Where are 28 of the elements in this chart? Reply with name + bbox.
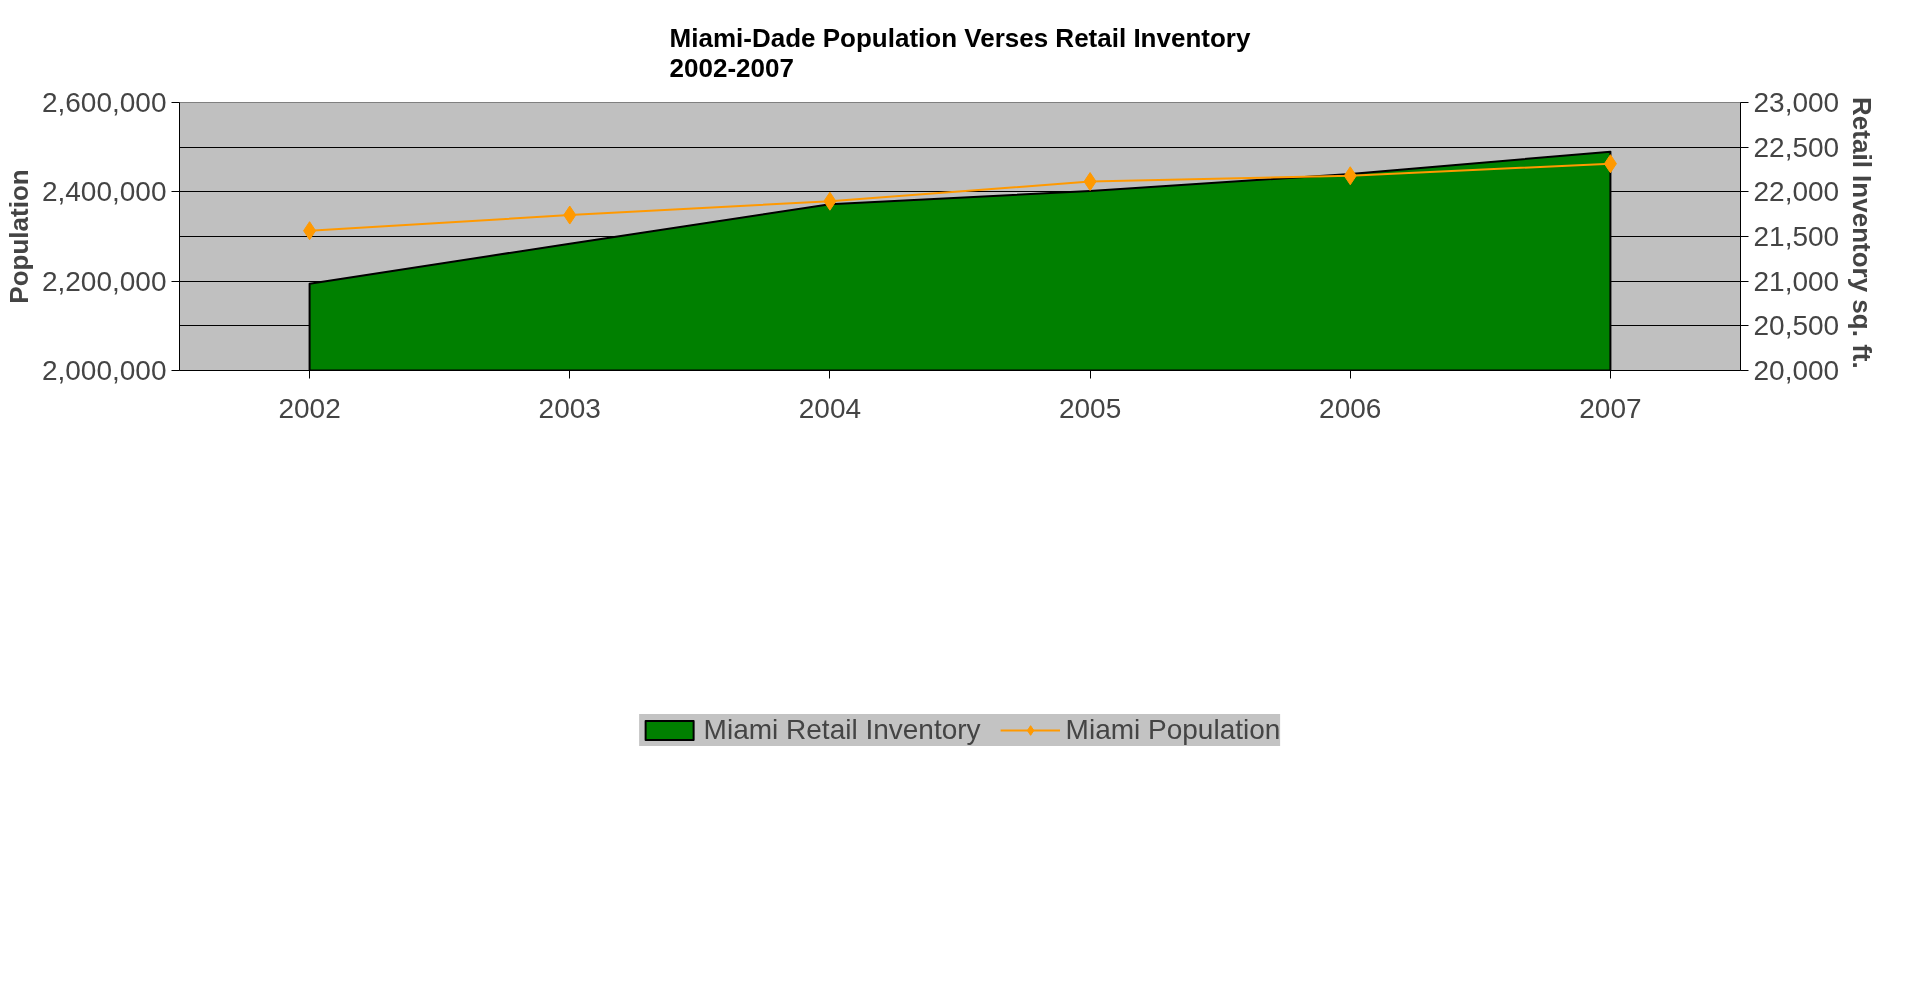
- y2-tick-label: 23,000: [1753, 87, 1840, 118]
- point: [1343, 166, 1357, 186]
- x-tick-label: 2005: [1058, 392, 1122, 424]
- chart-title: Miami-Dade Population Verses Retail Inventory 2002-2007: [669, 22, 1251, 83]
- point: [1083, 172, 1097, 192]
- y2-tick-label: 21,500: [1753, 221, 1840, 252]
- y2-tick-label: 21,000: [1753, 265, 1840, 297]
- x-tick-label: 2002: [278, 392, 341, 424]
- x-tick-label: 2003: [538, 392, 601, 424]
- legend-label: Miami Population: [1065, 714, 1281, 746]
- y-axis-title: Population: [3, 169, 34, 304]
- y2-axis-title: Retail Inventory sq. ft.: [1847, 97, 1878, 369]
- x-tick-label: 2006: [1319, 392, 1382, 424]
- y-tick-label: 2,600,000: [41, 87, 167, 118]
- point: [823, 191, 837, 211]
- legend-label: Miami Retail Inventory: [703, 714, 981, 746]
- point: [563, 205, 577, 225]
- point: [1603, 154, 1617, 174]
- y2-tick-label: 20,500: [1753, 310, 1840, 342]
- point: [303, 221, 317, 241]
- y2-tick-label: 20,000: [1753, 355, 1840, 386]
- y-tick-label: 2,200,000: [41, 265, 167, 297]
- y2-tick-label: 22,500: [1753, 131, 1840, 163]
- y2-tick-label: 22,000: [1753, 176, 1840, 208]
- x-tick-label: 2007: [1579, 392, 1642, 424]
- x-tick-label: 2004: [798, 392, 862, 424]
- y-tick-label: 2,000,000: [41, 355, 167, 386]
- y-tick-label: 2,400,000: [41, 176, 167, 208]
